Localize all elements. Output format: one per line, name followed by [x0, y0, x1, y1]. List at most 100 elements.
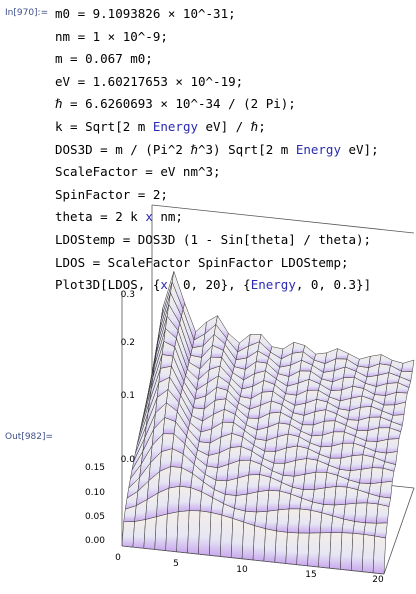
surface-patch	[352, 521, 366, 535]
code-token: x	[145, 209, 153, 225]
surface-patch	[121, 521, 135, 548]
surface-patch	[230, 518, 245, 560]
surface-patch	[334, 486, 348, 506]
code-token: k = Sqrt[2 m	[55, 119, 153, 134]
z-tick-label: 0.3	[121, 290, 135, 300]
surface-patch	[168, 466, 182, 489]
x-tick-label: 10	[236, 565, 248, 575]
code-token: m = 0.067 m0;	[55, 51, 153, 67]
surface-patch	[219, 514, 234, 558]
code-line: m = 0.067 m0;	[55, 51, 153, 66]
y-tick-label: 0.05	[85, 512, 105, 522]
code-token: DOS3D = m / (Pi^2 ℏ^3) Sqrt[2 m	[55, 141, 296, 157]
surface-patch	[308, 509, 323, 534]
surface-patch	[350, 454, 364, 472]
surface-patch	[372, 535, 386, 575]
surface-patch	[339, 455, 353, 472]
surface-patch	[165, 511, 179, 553]
surface-patch	[330, 515, 344, 533]
surface-patch	[235, 474, 250, 496]
surface-patch	[360, 454, 375, 470]
surface-patch	[307, 532, 321, 568]
surface-patch	[345, 486, 359, 505]
code-token: ℏ = 6.6260693 × 10^-34 / (2 Pi);	[55, 96, 296, 112]
surface-patch	[188, 487, 203, 512]
code-line: theta = 2 k x nm;	[55, 209, 183, 224]
surface-patch	[350, 533, 365, 572]
code-token: Energy	[152, 119, 198, 134]
surface-patch	[376, 503, 390, 524]
x-tick-label: 0	[115, 553, 121, 563]
surface-patch	[266, 490, 281, 512]
code-token: ScaleFactor = eV nm^3;	[55, 164, 221, 180]
x-tick-label: 20	[372, 575, 384, 585]
code-line: LDOS = ScaleFactor SpinFactor LDOStemp;	[55, 255, 349, 270]
surface-patch	[319, 512, 334, 534]
code-line: k = Sqrt[2 m Energy eV] / ℏ;	[55, 119, 266, 134]
code-line: ScaleFactor = eV nm^3;	[55, 164, 221, 179]
surface-patch	[374, 522, 388, 539]
code-line: nm = 1 × 10^-9;	[55, 29, 168, 44]
surface-patch	[277, 490, 292, 511]
surface-patch	[246, 474, 260, 495]
surface-patch	[401, 359, 415, 372]
surface-patch	[245, 491, 259, 513]
surface-patch	[287, 508, 301, 534]
surface-patch	[187, 510, 201, 555]
surface-patch	[343, 502, 357, 522]
z-tick-label: 0.1	[121, 391, 135, 401]
surface-patch	[361, 534, 376, 574]
code-line: ℏ = 6.6260693 × 10^-34 / (2 Pi);	[55, 96, 296, 111]
code-token: LDOStemp = DOS3D (1 - Sin[theta] / theta…	[55, 232, 372, 247]
surface-patch	[359, 467, 373, 485]
surface-patch	[209, 512, 223, 557]
surface-patch	[241, 521, 255, 561]
z-tick-label: 0.0	[121, 455, 136, 465]
input-label: In[970]:=	[5, 8, 49, 18]
surface-patch	[257, 474, 271, 493]
surface-patch	[263, 528, 277, 563]
surface-patch	[365, 502, 379, 524]
surface-patch	[318, 532, 332, 569]
surface-patch	[354, 502, 368, 524]
surface-patch	[323, 486, 337, 506]
code-line: DOS3D = m / (Pi^2 ℏ^3) Sqrt[2 m Energy e…	[55, 142, 379, 157]
surface-patch	[177, 485, 192, 513]
y-tick-label: 0.10	[85, 488, 105, 498]
code-token: SpinFactor = 2;	[55, 186, 168, 202]
surface-patch	[296, 532, 310, 567]
surface-patch	[312, 487, 326, 505]
surface-patch	[276, 508, 290, 533]
surface-patch	[324, 472, 339, 489]
surface-patch	[341, 518, 355, 534]
x-tick-label: 5	[173, 559, 179, 569]
z-tick-label: 0.2	[121, 338, 135, 348]
code-token: nm = 1 × 10^-9;	[55, 28, 168, 44]
code-line: eV = 1.60217653 × 10^-19;	[55, 74, 243, 89]
code-token: eV] / ℏ;	[198, 119, 266, 134]
code-token: nm;	[152, 209, 183, 225]
code-token: x	[160, 277, 168, 293]
surface-patch	[375, 439, 389, 454]
surface-patch	[293, 458, 307, 477]
surface-patch	[198, 510, 212, 556]
code-token: m0 = 9.1093826 × 10^-31;	[55, 6, 236, 21]
surface-patch	[379, 354, 393, 366]
surface-patch	[274, 530, 288, 564]
surface-patch	[154, 513, 168, 551]
code-token: eV];	[340, 141, 379, 157]
code-token: LDOS = ScaleFactor SpinFactor LDOStemp;	[55, 254, 349, 270]
surface-patch	[224, 477, 239, 496]
surface-patch	[340, 532, 354, 571]
code-line: Plot3D[LDOS, {x, 0, 20}, {Energy, 0, 0.3…	[55, 277, 371, 292]
box-edge	[121, 545, 385, 575]
code-token: Plot3D[LDOS, {	[55, 277, 161, 293]
surface-patch	[370, 467, 384, 485]
box-edge	[151, 204, 415, 234]
surface-patch	[143, 516, 157, 550]
surface-patch	[303, 471, 317, 490]
surface-patch	[313, 471, 328, 490]
surface-patch	[252, 525, 266, 562]
